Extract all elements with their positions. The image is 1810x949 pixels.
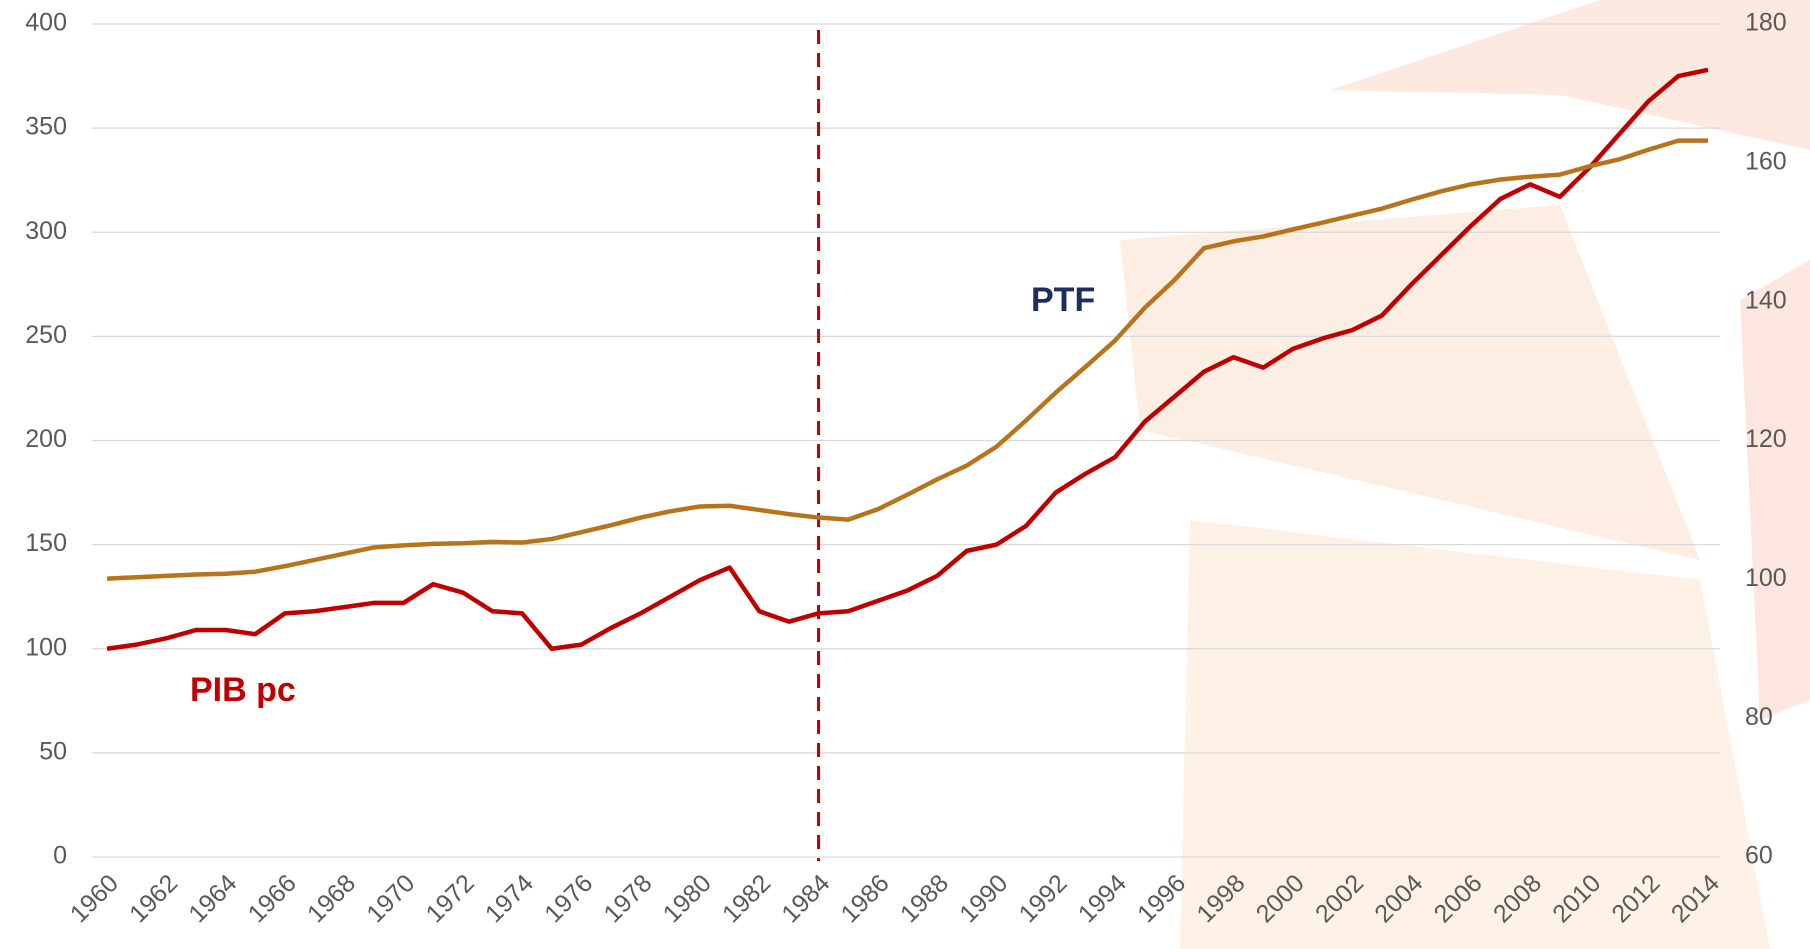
x-tick-label: 1968 bbox=[302, 869, 361, 928]
y-tick-label: 300 bbox=[25, 217, 67, 245]
y2-tick-label: 160 bbox=[1745, 147, 1787, 175]
y2-tick-label: 120 bbox=[1745, 425, 1787, 453]
annotation: PIB pc bbox=[190, 671, 296, 709]
x-tick-label: 1990 bbox=[954, 869, 1013, 928]
y-tick-label: 400 bbox=[25, 9, 67, 37]
x-tick-label: 1962 bbox=[124, 869, 183, 928]
x-tick-label: 1970 bbox=[361, 869, 420, 928]
x-tick-label: 1982 bbox=[717, 869, 776, 928]
x-tick-label: 1988 bbox=[895, 869, 954, 928]
x-tick-label: 1986 bbox=[836, 869, 895, 928]
y-tick-label: 50 bbox=[39, 737, 67, 765]
x-tick-label: 1978 bbox=[598, 869, 657, 928]
x-tick-label: 1976 bbox=[539, 869, 598, 928]
y-tick-label: 350 bbox=[25, 113, 67, 141]
y-tick-label: 250 bbox=[25, 321, 67, 349]
x-tick-label: 1964 bbox=[183, 869, 242, 928]
y2-tick-label: 140 bbox=[1745, 286, 1787, 314]
x-tick-label: 1992 bbox=[1014, 869, 1073, 928]
x-tick-label: 1974 bbox=[480, 869, 539, 928]
y-tick-label: 200 bbox=[25, 425, 67, 453]
x-tick-label: 1994 bbox=[1073, 869, 1132, 928]
y2-tick-label: 80 bbox=[1745, 703, 1773, 731]
x-tick-label: 1960 bbox=[65, 869, 124, 928]
x-tick-label: 1980 bbox=[658, 869, 717, 928]
x-tick-label: 1966 bbox=[243, 869, 302, 928]
line-series bbox=[106, 67, 1709, 651]
y-tick-label: 150 bbox=[25, 529, 67, 557]
background-decoration bbox=[1120, 0, 1810, 949]
y2-tick-label: 100 bbox=[1745, 564, 1787, 592]
y-tick-label: 100 bbox=[25, 633, 67, 661]
y2-tick-label: 60 bbox=[1745, 842, 1773, 870]
x-tick-label: 1984 bbox=[776, 869, 835, 928]
line-series bbox=[106, 138, 1708, 581]
y-tick-label: 0 bbox=[53, 842, 67, 870]
x-tick-label: 1972 bbox=[421, 869, 480, 928]
y2-tick-label: 180 bbox=[1745, 9, 1787, 37]
annotation: PTF bbox=[1031, 281, 1095, 319]
